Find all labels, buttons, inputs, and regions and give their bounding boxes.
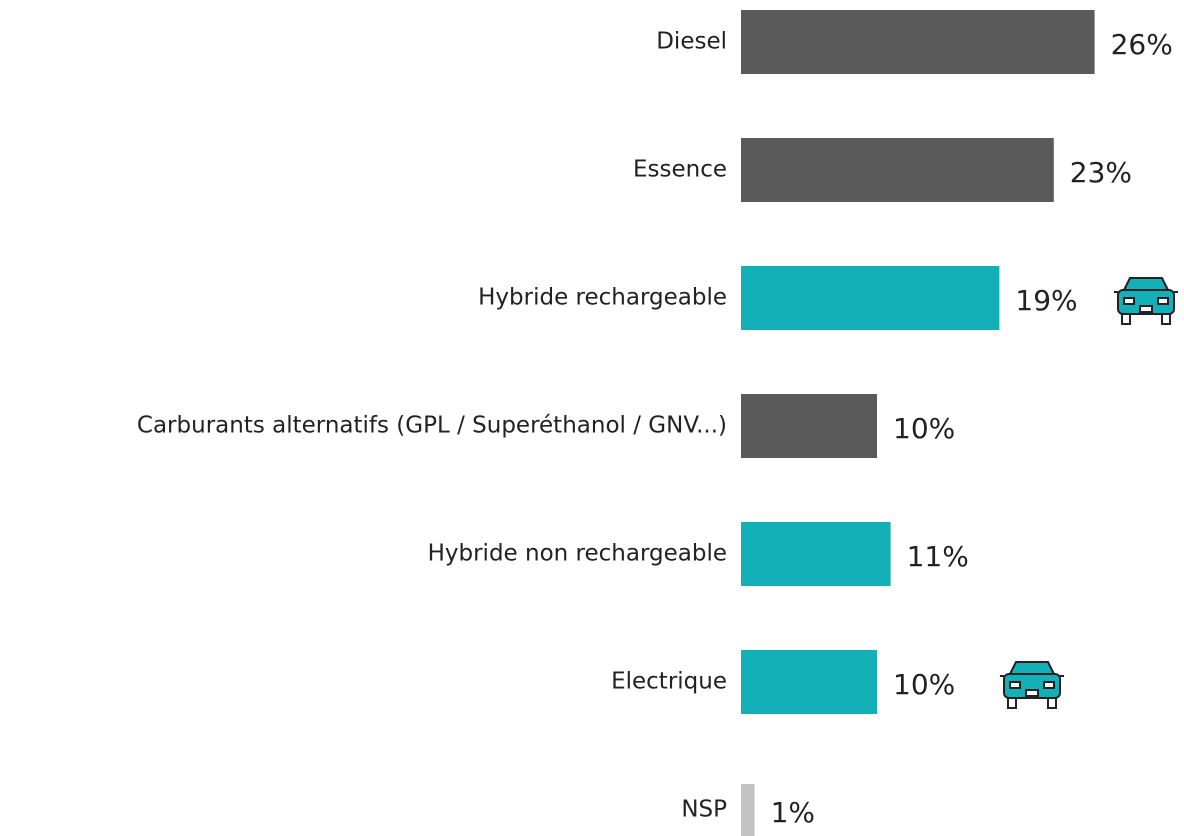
bar [741, 522, 891, 586]
bar [741, 266, 1000, 330]
category-label: NSP [681, 797, 727, 823]
bar [741, 394, 877, 458]
bar [741, 784, 755, 836]
value-label: 10% [893, 412, 955, 445]
category-label: Electrique [611, 669, 727, 695]
category-label: Essence [633, 157, 727, 183]
value-label: 26% [1111, 28, 1173, 61]
value-label: 10% [893, 668, 955, 701]
bar [741, 138, 1054, 202]
value-label: 19% [1015, 284, 1077, 317]
value-label: 11% [907, 540, 969, 573]
car-icon [1114, 277, 1178, 325]
value-label: 23% [1070, 156, 1132, 189]
car-icon [1000, 661, 1064, 709]
value-label: 1% [771, 796, 815, 829]
bar [741, 10, 1095, 74]
category-label: Hybride rechargeable [478, 285, 727, 311]
category-label: Diesel [656, 29, 727, 55]
bar [741, 650, 877, 714]
category-label: Carburants alternatifs (GPL / Superéthan… [137, 413, 727, 439]
category-label: Hybride non rechargeable [428, 541, 727, 567]
